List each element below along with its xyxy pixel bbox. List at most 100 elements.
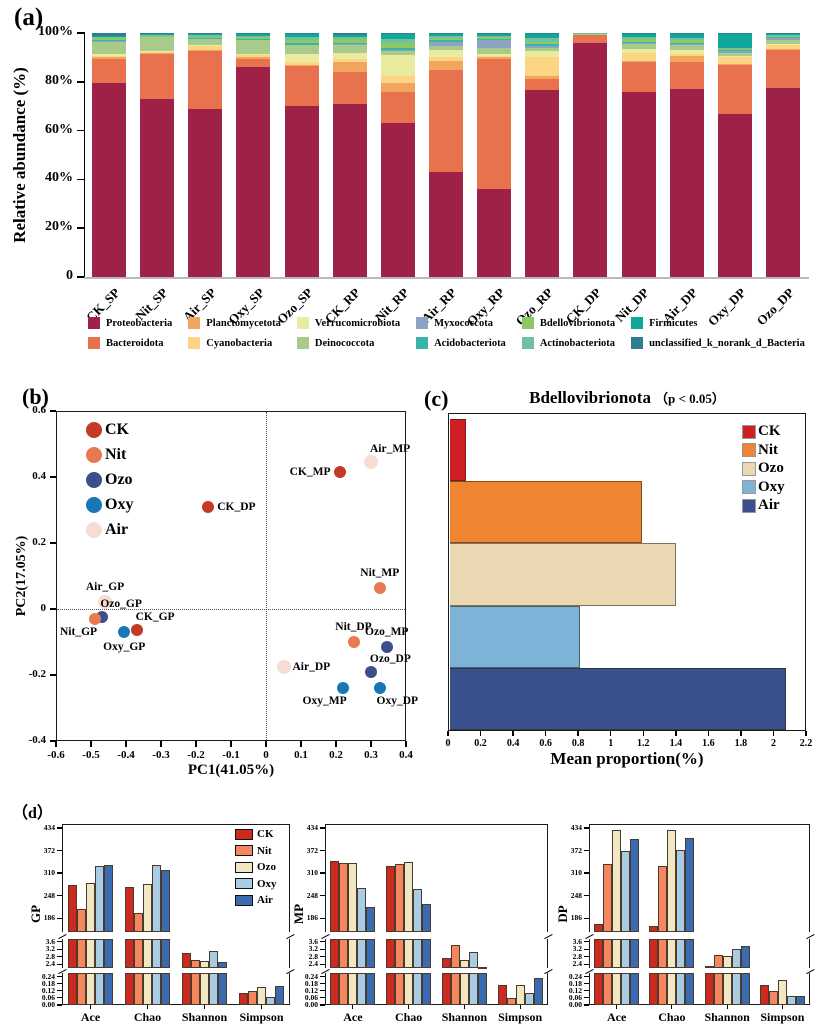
d-y-tick-label: 372 — [43, 845, 55, 855]
scatter-label-Oxy_MP: Oxy_MP — [302, 695, 347, 708]
legend-label: CK — [105, 421, 129, 438]
segment-Acidobacteriota — [717, 50, 752, 52]
d-y-tick — [320, 917, 325, 919]
d-bar-DP-Ace-Oxy — [621, 973, 631, 1005]
segment-Deinococcota — [621, 44, 656, 49]
segment-Bdellovibrionota — [717, 48, 752, 51]
segment-Proteobacteria — [669, 89, 704, 277]
d-bar-MP-Chao-Air — [422, 939, 432, 968]
stacked-bar-Oxy_RP — [477, 33, 512, 277]
segment-Firmicutes — [765, 33, 800, 35]
legend-label: Ozo — [257, 861, 276, 873]
segment-Actinobacteriota — [525, 37, 560, 42]
segment-Deinococcota — [380, 51, 415, 55]
legend-item-Air: Air — [742, 497, 780, 514]
segment-Proteobacteria — [380, 123, 415, 277]
legend-label: Ozo — [758, 460, 784, 476]
segment-unclassified_k_norank_d_Bacteria — [765, 33, 800, 34]
d-x-tick-label-Shannon: Shannon — [441, 1010, 488, 1024]
panel-c-label: (c) — [424, 386, 449, 411]
d-bar-GP-Simpson-Oxy — [266, 996, 275, 1005]
scatter-point-Oxy_GP — [118, 626, 131, 639]
legend-item-Air: Air — [235, 894, 273, 906]
stacked-bar-Air_SP — [188, 33, 223, 277]
d-y-tick — [584, 975, 589, 978]
d-bar-MP-Chao-Nit — [395, 973, 405, 1005]
d-bar-MP-Ace-CK — [330, 973, 340, 1005]
d-bar-DP-Ace-Oxy — [621, 939, 631, 968]
d-bar-MP-Ace-Air — [366, 906, 376, 932]
c-x-tick — [544, 731, 547, 736]
d-axis-segment — [62, 939, 290, 968]
c-chart-title: Bdellovibrionota （p < 0.05） — [448, 388, 806, 408]
segment-Proteobacteria — [765, 87, 800, 277]
legend-item-Air: Air — [86, 521, 128, 539]
segment-Actinobacteriota — [236, 35, 271, 37]
d-y-tick-label: 186 — [43, 913, 55, 923]
legend-label: Air — [257, 894, 273, 906]
segment-Firmicutes — [717, 34, 752, 48]
legend-swatch — [235, 828, 253, 840]
legend-label: Oxy — [257, 877, 277, 890]
a-y-tick-label: 100% — [38, 24, 73, 39]
stacked-bar-Ozo_SP — [284, 33, 319, 277]
b-x-tick — [55, 741, 57, 747]
segment-Acidobacteriota — [765, 37, 800, 38]
b-x-tick — [125, 741, 127, 747]
d-y-tick — [320, 983, 325, 985]
segment-Bacteroidota — [188, 51, 223, 109]
d-bar-GP-Ace-CK — [68, 885, 77, 932]
segment-Cyanobacteria — [669, 53, 704, 57]
legend-label: Nit — [257, 844, 272, 857]
d-y-tick — [320, 1004, 325, 1006]
stacked-bar-Nit_SP — [140, 33, 175, 277]
d-bar-DP-Shannon-Oxy — [731, 949, 741, 968]
segment-Firmicutes — [477, 33, 512, 36]
d-bar-MP-Shannon-CK — [441, 957, 451, 968]
b-x-tick-label: 0 — [263, 749, 269, 761]
legend-label: Proteobacteria — [106, 317, 173, 329]
stacked-bar-CK_DP — [573, 33, 608, 277]
hbar-Nit — [449, 481, 642, 544]
legend-label: CK — [758, 423, 781, 439]
d-bar-MP-Chao-CK — [386, 865, 396, 932]
legend-item-Proteobacteria: Proteobacteria — [88, 317, 172, 329]
legend-swatch — [742, 498, 756, 513]
d-y-tick-label: 3.6 — [308, 937, 318, 946]
d-bar-MP-Ace-Oxy — [357, 939, 367, 968]
d-y-tick-label: 248 — [43, 890, 55, 900]
d-bar-DP-Chao-Nit — [658, 939, 668, 968]
d-bar-DP-Chao-Ozo — [667, 939, 677, 968]
d-y-tick — [57, 956, 62, 958]
a-y-tick-label: 80% — [45, 72, 73, 88]
b-x-tick-label: -0.5 — [82, 749, 100, 761]
legend-label: Verrucomicrobiota — [314, 317, 401, 329]
d-bar-DP-Shannon-Air — [740, 973, 750, 1005]
legend-dot — [86, 522, 102, 538]
d-y-tick-label: 2.8 — [572, 951, 582, 961]
d-x-tick-label-Shannon: Shannon — [704, 1010, 750, 1024]
b-x-tick-label: 0.3 — [364, 749, 378, 761]
scatter-point-Nit_MP — [373, 581, 386, 594]
segment-Deinococcota — [669, 45, 704, 51]
d-y-tick — [584, 827, 589, 829]
segment-unclassified_k_norank_d_Bacteria — [380, 33, 415, 35]
c-x-tick-label: 0.8 — [571, 738, 585, 749]
legend-dot — [86, 472, 102, 488]
segment-Cyanobacteria — [429, 57, 463, 62]
d-bar-GP-Chao-Nit — [134, 913, 143, 932]
b-x-tick-label: 0.2 — [329, 749, 343, 761]
segment-Bacteroidota — [621, 62, 656, 92]
b-zero-line-vertical — [266, 412, 267, 740]
a-y-tick — [77, 32, 84, 34]
d-y-tick — [584, 941, 589, 943]
d-bar-DP-Ace-Ozo — [612, 830, 622, 932]
d-bar-DP-Chao-Ozo — [667, 830, 677, 932]
legend-item-Firmicutes: Firmicutes — [631, 317, 805, 329]
segment-Bdellovibrionota — [621, 39, 656, 42]
d-bar-MP-Ace-Ozo — [348, 939, 358, 968]
segment-Myxococcota — [284, 44, 319, 46]
stacked-bar-Air_RP — [429, 33, 463, 277]
